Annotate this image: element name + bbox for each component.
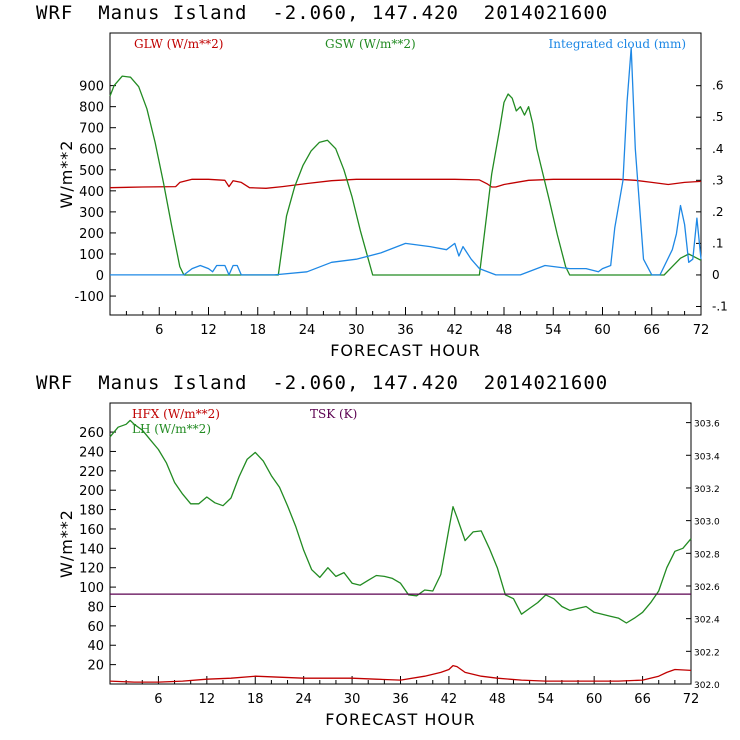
x-tick-label: 24 (295, 692, 312, 707)
x-tick-label: 42 (441, 692, 458, 707)
x-tick-label: 48 (496, 323, 513, 338)
x-tick-label: 36 (392, 692, 409, 707)
y-tick-label: 60 (87, 620, 104, 635)
y2-tick-label: .2 (712, 205, 723, 219)
y-tick-label: 180 (79, 504, 104, 519)
legend-entry: TSK (K) (310, 407, 357, 421)
y-tick-label: 600 (79, 143, 104, 158)
y-tick-label: 140 (79, 542, 104, 557)
y2-tick-label: -.1 (712, 299, 728, 313)
legend-entry: Integrated cloud (mm) (548, 37, 686, 51)
y-tick-label: 240 (79, 445, 104, 460)
y-tick-label: 400 (79, 185, 104, 200)
x-tick-label: 18 (247, 692, 264, 707)
y-tick-label: 0 (96, 269, 104, 284)
y-tick-label: 20 (87, 659, 104, 674)
y-tick-label: -100 (74, 290, 104, 305)
y2-tick-label: 302.2 (694, 648, 720, 658)
x-tick-label: 24 (299, 323, 316, 338)
x-tick-label: 54 (545, 323, 562, 338)
x-tick-label: 42 (446, 323, 463, 338)
series-line-2 (109, 75, 702, 276)
series-line-3 (110, 47, 702, 276)
x-tick-label: 30 (348, 323, 365, 338)
legend-entry: HFX (W/m**2) (132, 407, 220, 421)
plot-frame (109, 402, 692, 685)
x-axis-title: FORECAST HOUR (330, 341, 481, 360)
chart-panel-2: 6 12 18 24 30 36 42 48 54 60 66 72 260 240 220 200 180 16… (57, 402, 720, 729)
y2-tick-label: .5 (712, 110, 723, 124)
x-tick-label: 12 (199, 692, 216, 707)
x-tick-label: 48 (489, 692, 506, 707)
y2-tick-label: 303.4 (694, 452, 720, 462)
y-tick-label: 200 (79, 227, 104, 242)
y2-tick-label: 302.0 (694, 681, 720, 691)
legend-entry: GSW (W/m**2) (325, 37, 416, 51)
x-tick-label: 60 (586, 692, 603, 707)
series-line-1 (109, 178, 702, 189)
y-tick-label: 100 (79, 248, 104, 263)
series-line-1 (109, 664, 692, 683)
y-tick-label: 300 (79, 206, 104, 221)
y2-tick-label: 302.6 (694, 583, 720, 593)
x-tick-label: 30 (344, 692, 361, 707)
x-tick-label: 12 (200, 323, 217, 338)
y-tick-label: 500 (79, 164, 104, 179)
y-tick-label: 200 (79, 484, 104, 499)
y2-tick-label: .1 (712, 236, 723, 250)
y-tick-label: 100 (79, 581, 104, 596)
y2-tick-label: 303.6 (694, 420, 720, 430)
y2-tick-label: 303.2 (694, 485, 720, 495)
y2-tick-label: .6 (712, 79, 723, 93)
y-tick-label: 260 (79, 426, 104, 441)
x-tick-label: 6 (154, 692, 162, 707)
x-tick-label: 54 (537, 692, 554, 707)
x-tick-label: 36 (397, 323, 414, 338)
legend-entry: LH (W/m**2) (132, 422, 211, 436)
y-tick-label: 40 (87, 639, 104, 654)
y2-tick-label: 303.0 (694, 518, 720, 528)
y2-tick-label: .3 (712, 173, 723, 187)
x-tick-label: 60 (594, 323, 611, 338)
legend-entry: GLW (W/m**2) (134, 37, 223, 51)
chart-title-bottom: WRF Manus Island -2.060, 147.420 2014021… (36, 372, 609, 394)
y2-tick-label: 302.8 (694, 550, 720, 560)
y-tick-label: 900 (79, 80, 104, 95)
y-axis-title: W/m**2 (57, 509, 76, 578)
x-tick-label: 66 (634, 692, 651, 707)
y2-tick-label: .4 (712, 142, 723, 156)
y-axis-title: W/m**2 (57, 140, 76, 209)
y2-tick-label: 0 (712, 268, 720, 282)
x-tick-label: 72 (693, 323, 710, 338)
y-tick-label: 120 (79, 562, 104, 577)
y-tick-label: 700 (79, 122, 104, 137)
y-tick-label: 220 (79, 465, 104, 480)
plot-frame (109, 32, 702, 316)
chart-title-top: WRF Manus Island -2.060, 147.420 2014021… (36, 2, 609, 24)
x-axis-title: FORECAST HOUR (325, 710, 476, 729)
x-tick-label: 72 (683, 692, 700, 707)
y-tick-label: 800 (79, 101, 104, 116)
y2-tick-label: 302.4 (694, 616, 720, 626)
x-tick-label: 6 (155, 323, 163, 338)
series-line-2 (109, 419, 692, 624)
chart-panel-1: 6 12 18 24 30 36 42 48 54 60 66 72 900 800 700 600 500 40… (57, 32, 728, 360)
y-tick-label: 160 (79, 523, 104, 538)
y-tick-label: 80 (87, 600, 104, 615)
x-tick-label: 66 (643, 323, 660, 338)
x-tick-label: 18 (249, 323, 266, 338)
